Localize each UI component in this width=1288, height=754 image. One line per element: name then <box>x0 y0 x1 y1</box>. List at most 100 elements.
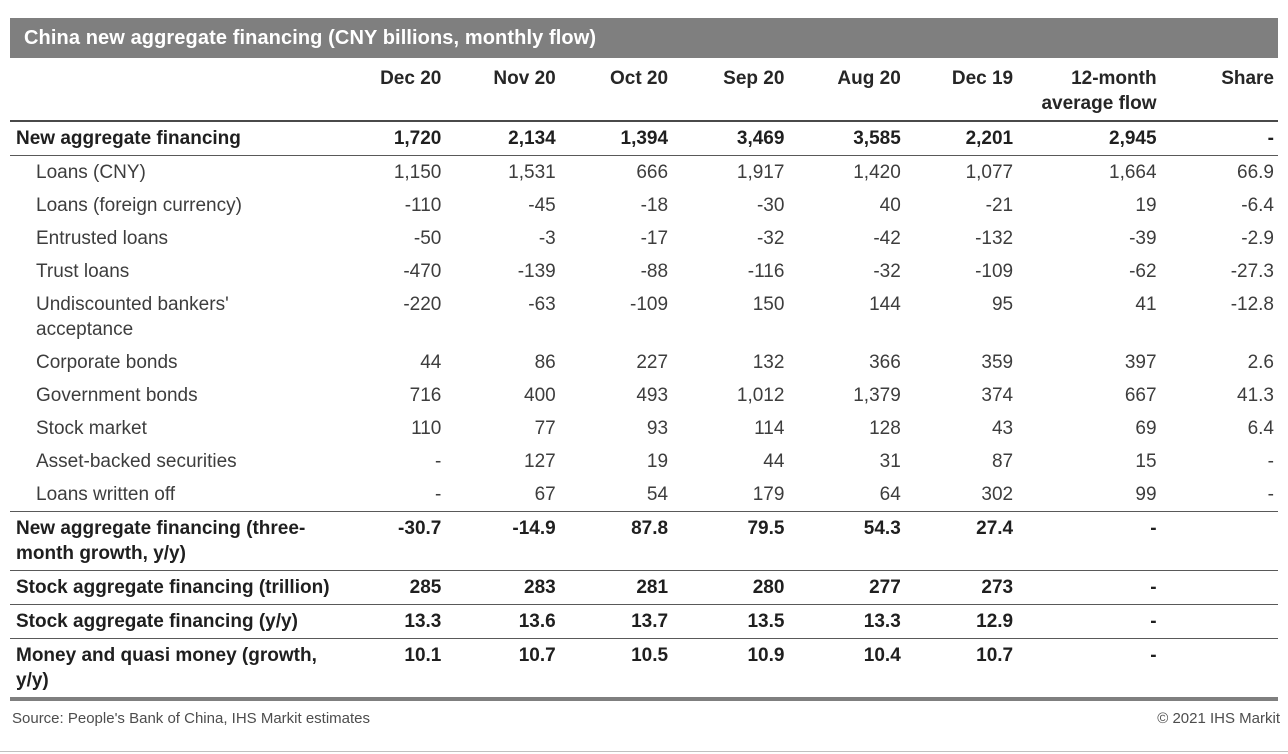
table-title-bar: China new aggregate financing (CNY billi… <box>10 18 1278 58</box>
value-cell: 302 <box>981 484 1014 505</box>
value-cell: -18 <box>640 195 669 216</box>
value-cell: 110 <box>411 418 442 439</box>
value-cell: -45 <box>528 195 556 216</box>
table-row: Loans (foreign currency) -110 -45 -18 -30 40 -… <box>10 189 1278 222</box>
value-cell: 1,077 <box>965 162 1014 183</box>
value-cell: 400 <box>524 385 556 406</box>
value-cell: 281 <box>559 570 673 605</box>
corner-header-cell <box>10 58 342 122</box>
value-cell: 493 <box>636 385 669 406</box>
table-body: New aggregate financing 1,720 2,134 1,394 3,… <box>10 121 1278 699</box>
value-cell: 10.7 <box>904 638 1018 699</box>
value-cell: 87 <box>991 451 1014 472</box>
table-row: Asset-backed securities - 127 19 44 31 87 15 - <box>10 445 1278 478</box>
value-cell: -470 <box>403 261 442 282</box>
value-cell: 54 <box>646 484 669 505</box>
column-header: Nov 20 <box>445 58 560 122</box>
table-row: Money and quasi money (growth, y/y) 10.1 1… <box>10 638 1278 699</box>
table-row: Trust loans -470 -139 -88 -116 -32 -109 -62 -27.… <box>10 255 1278 288</box>
value-cell <box>1160 604 1278 639</box>
value-cell: -3 <box>538 228 556 249</box>
value-cell: 44 <box>763 451 785 472</box>
row-label: Loans written off <box>36 484 176 505</box>
value-cell: 41 <box>1135 294 1157 315</box>
value-cell: -62 <box>1129 261 1157 282</box>
value-cell: - <box>435 451 442 472</box>
page-bottom-divider <box>0 751 1288 752</box>
value-cell: 1,720 <box>341 121 446 156</box>
value-cell: 273 <box>904 570 1018 605</box>
value-cell: -110 <box>404 195 442 216</box>
table-row: Loans (CNY) 1,150 1,531 666 1,917 1,420 1,077 1… <box>10 156 1278 190</box>
table-header: Dec 20 Nov 20 Oct 20 Sep 20 Aug 20 Dec 19 12-m… <box>10 58 1278 122</box>
report-table-figure: China new aggregate financing (CNY billi… <box>10 18 1280 727</box>
table-row: Entrusted loans -50 -3 -17 -32 -42 -132 -39 -2.9 <box>10 222 1278 255</box>
value-cell: 132 <box>752 352 785 373</box>
value-cell: - <box>1017 511 1161 571</box>
value-cell: -116 <box>747 261 785 282</box>
value-cell: - <box>1017 638 1161 699</box>
value-cell: 13.3 <box>341 604 446 639</box>
row-label: New aggregate financing <box>10 121 342 156</box>
value-cell: 1,664 <box>1109 162 1157 183</box>
value-cell: 283 <box>445 570 560 605</box>
value-cell: 44 <box>420 352 442 373</box>
value-cell <box>1160 570 1278 605</box>
value-cell: 2,134 <box>445 121 560 156</box>
value-cell: 359 <box>981 352 1014 373</box>
value-cell: -220 <box>403 294 442 315</box>
source-note: Source: People's Bank of China, IHS Mark… <box>12 710 371 727</box>
value-cell: 40 <box>879 195 901 216</box>
value-cell: 13.7 <box>559 604 673 639</box>
value-cell: -42 <box>873 228 901 249</box>
value-cell: 41.3 <box>1237 385 1274 406</box>
value-cell: -30.7 <box>341 511 446 571</box>
value-cell: -6.4 <box>1241 195 1274 216</box>
value-cell: 1,917 <box>736 162 785 183</box>
value-cell: 1,379 <box>853 385 901 406</box>
value-cell: 86 <box>534 352 556 373</box>
value-cell: 1,394 <box>559 121 673 156</box>
value-cell: 2,201 <box>904 121 1018 156</box>
value-cell: -14.9 <box>445 511 560 571</box>
value-cell: 2,945 <box>1017 121 1161 156</box>
value-cell: 1,012 <box>736 385 785 406</box>
value-cell: 128 <box>869 418 901 439</box>
value-cell: -21 <box>985 195 1014 216</box>
value-cell: 10.5 <box>559 638 673 699</box>
value-cell: 1,150 <box>393 162 442 183</box>
value-cell: 397 <box>1124 352 1157 373</box>
table-row: Undiscounted bankers' acceptance -220 -63 -… <box>10 288 1278 346</box>
value-cell: 280 <box>672 570 789 605</box>
value-cell: -2.9 <box>1241 228 1274 249</box>
value-cell: -88 <box>640 261 669 282</box>
value-cell: 19 <box>646 451 669 472</box>
value-cell: 666 <box>636 162 669 183</box>
value-cell: 79.5 <box>672 511 789 571</box>
value-cell: 54.3 <box>788 511 905 571</box>
value-cell: 3,469 <box>672 121 789 156</box>
value-cell: 10.7 <box>445 638 560 699</box>
value-cell: 127 <box>524 451 556 472</box>
value-cell: 77 <box>534 418 556 439</box>
row-label: Government bonds <box>36 385 198 406</box>
value-cell: 93 <box>646 418 669 439</box>
table-row: Stock aggregate financing (trillion) 285 2… <box>10 570 1278 605</box>
value-cell: -132 <box>975 228 1014 249</box>
value-cell: 99 <box>1135 484 1157 505</box>
value-cell: 179 <box>752 484 785 505</box>
table-row: Stock market 110 77 93 114 128 43 69 6.4 <box>10 412 1278 445</box>
column-header: 12-month average flow <box>1017 58 1161 122</box>
value-cell: - <box>1267 451 1274 472</box>
row-label: Stock market <box>36 418 147 439</box>
table-row: Stock aggregate financing (y/y) 13.3 13.6 1… <box>10 604 1278 639</box>
row-label: Asset-backed securities <box>36 451 237 472</box>
value-cell: 13.5 <box>672 604 789 639</box>
value-cell: 13.6 <box>445 604 560 639</box>
table-row: Corporate bonds 44 86 227 132 366 359 397 2.6 <box>10 346 1278 379</box>
value-cell: 10.9 <box>672 638 789 699</box>
value-cell: 2.6 <box>1247 352 1274 373</box>
table-row: New aggregate financing 1,720 2,134 1,394 3,… <box>10 121 1278 156</box>
value-cell: -30 <box>756 195 785 216</box>
value-cell: 12.9 <box>904 604 1018 639</box>
